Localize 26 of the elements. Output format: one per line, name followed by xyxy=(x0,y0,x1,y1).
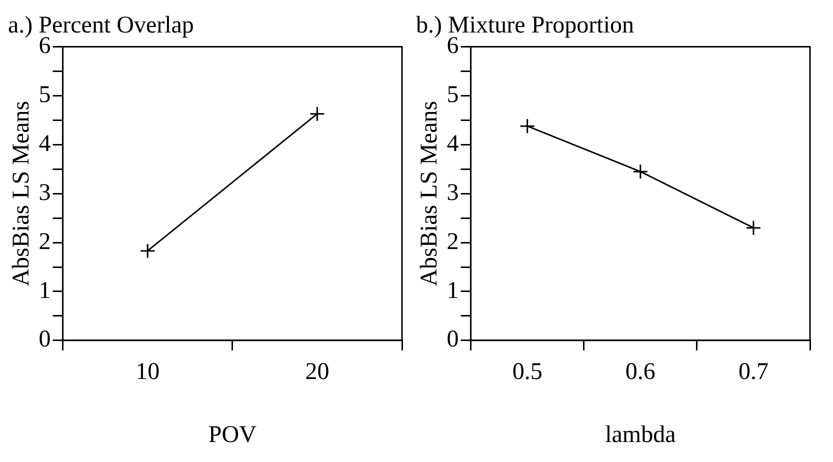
x-axis-title: POV xyxy=(208,422,258,448)
y-tick-label: 4 xyxy=(38,130,51,157)
y-tick-label: 6 xyxy=(446,33,459,60)
x-axis-title: lambda xyxy=(605,422,676,448)
y-tick-label: 0 xyxy=(446,326,459,353)
point xyxy=(520,118,536,134)
y-tick-label: 1 xyxy=(38,278,51,304)
y-tick-label: 6 xyxy=(38,33,51,60)
y-tick-label: 0 xyxy=(38,326,51,353)
point xyxy=(632,164,648,180)
x-tick-label: 20 xyxy=(305,359,330,386)
y-tick-label: 2 xyxy=(38,228,51,255)
x-tick-label: 0.5 xyxy=(512,359,542,386)
y-tick-label: 2 xyxy=(446,228,459,255)
y-tick-label: 5 xyxy=(38,82,51,108)
y-tick-label: 3 xyxy=(38,180,51,206)
x-tick-label: 10 xyxy=(136,359,160,386)
y-tick-label: 3 xyxy=(446,180,459,206)
y-tick-label: 5 xyxy=(446,82,459,108)
point xyxy=(746,220,762,236)
x-tick-label: 0.6 xyxy=(625,359,656,386)
y-tick-label: 1 xyxy=(446,278,459,304)
y-tick-label: 4 xyxy=(446,130,459,157)
x-tick-label: 0.7 xyxy=(738,359,768,386)
y-axis-title: AbsBias LS Means xyxy=(8,100,35,286)
y-axis-title: AbsBias LS Means xyxy=(416,100,443,286)
